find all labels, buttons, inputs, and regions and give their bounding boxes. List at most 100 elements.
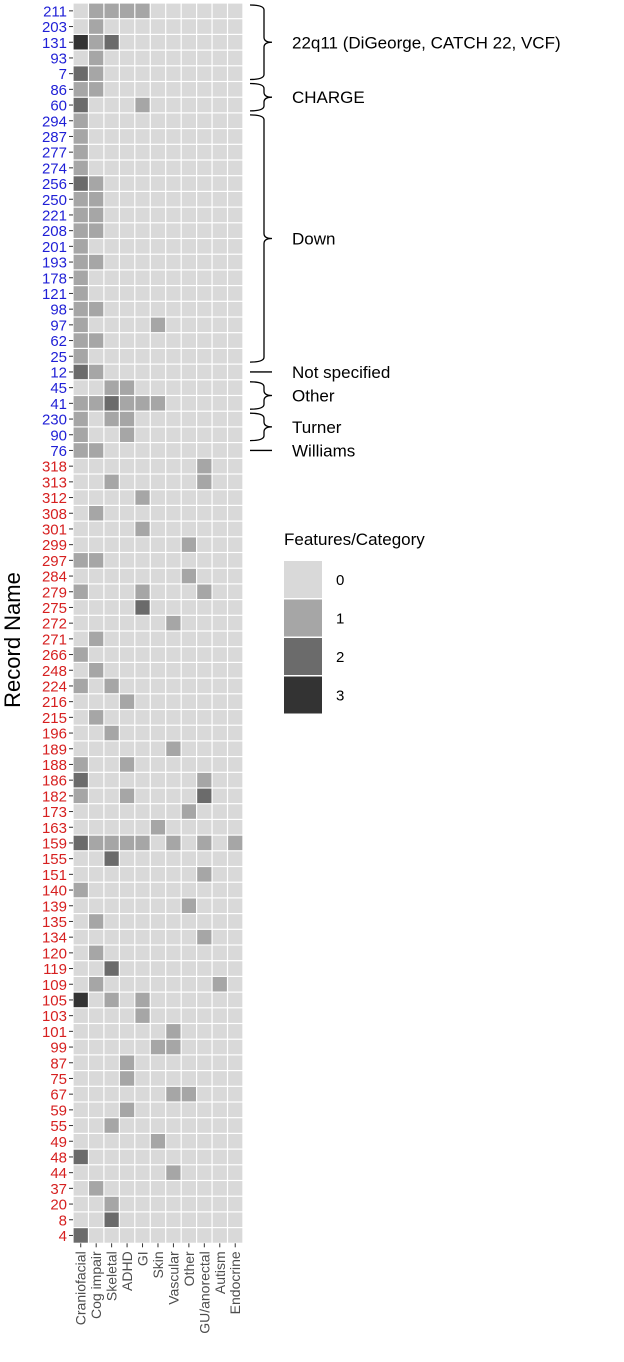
heatmap-cell xyxy=(150,490,166,505)
heatmap-cell xyxy=(166,1181,181,1196)
heatmap-cell xyxy=(181,631,196,647)
heatmap-cell xyxy=(212,66,227,81)
heatmap-cell xyxy=(119,223,135,238)
heatmap-cell xyxy=(150,333,166,348)
heatmap-cell xyxy=(212,286,227,301)
heatmap-cell xyxy=(212,160,227,176)
group-label: Down xyxy=(292,230,335,249)
heatmap-cell xyxy=(135,50,150,66)
heatmap-cell xyxy=(228,1181,243,1196)
column-label: Craniofacial xyxy=(73,1251,89,1325)
heatmap-cell xyxy=(228,97,243,113)
heatmap-cell xyxy=(73,725,88,741)
heatmap-cell xyxy=(181,725,196,741)
heatmap-cell xyxy=(212,945,227,961)
heatmap-cell xyxy=(228,961,243,976)
heatmap-cell xyxy=(150,254,166,270)
heatmap-cell xyxy=(89,757,104,772)
heatmap-cell xyxy=(104,1086,119,1102)
group-label: 22q11 (DiGeorge, CATCH 22, VCF) xyxy=(292,33,561,52)
heatmap-cell xyxy=(135,961,150,976)
heatmap-cell xyxy=(228,176,243,191)
heatmap-cell xyxy=(166,474,181,490)
heatmap-cell xyxy=(197,317,212,333)
heatmap-cell xyxy=(73,129,88,144)
heatmap-cell xyxy=(197,50,212,66)
row-label: 155 xyxy=(42,851,67,868)
heatmap-cell xyxy=(104,427,119,442)
heatmap-cell xyxy=(135,286,150,301)
heatmap-cell xyxy=(166,364,181,380)
heatmap-cell xyxy=(89,176,104,191)
heatmap-cell xyxy=(166,490,181,505)
heatmap-cell xyxy=(104,349,119,364)
heatmap-cell xyxy=(104,239,119,254)
heatmap-cell xyxy=(89,553,104,568)
row-label: 301 xyxy=(42,521,67,538)
heatmap-cell xyxy=(73,1039,88,1055)
heatmap-cell xyxy=(104,35,119,50)
row-label: 37 xyxy=(50,1181,67,1198)
heatmap-cell xyxy=(150,1228,166,1243)
heatmap-cell xyxy=(89,286,104,301)
heatmap-cell xyxy=(119,490,135,505)
heatmap-cell xyxy=(89,427,104,442)
heatmap-cell xyxy=(73,411,88,427)
group-label: Williams xyxy=(292,441,355,460)
heatmap-cell xyxy=(135,1055,150,1070)
heatmap-cell xyxy=(119,553,135,568)
heatmap-cell xyxy=(73,317,88,333)
legend-label: 0 xyxy=(336,572,344,589)
heatmap-cell xyxy=(228,160,243,176)
heatmap-cell xyxy=(166,286,181,301)
heatmap-cell xyxy=(104,537,119,552)
heatmap-cell xyxy=(197,458,212,474)
heatmap-cell xyxy=(135,1118,150,1133)
heatmap-cell xyxy=(150,364,166,380)
heatmap-cell xyxy=(212,851,227,866)
heatmap-cell xyxy=(228,788,243,804)
heatmap-cell xyxy=(135,914,150,929)
heatmap-cell xyxy=(135,1196,150,1212)
row-label: 275 xyxy=(42,600,67,617)
heatmap-cell xyxy=(135,160,150,176)
heatmap-cell xyxy=(181,553,196,568)
heatmap-cell xyxy=(135,458,150,474)
heatmap-cell xyxy=(166,835,181,851)
heatmap-cell xyxy=(166,804,181,819)
heatmap-cell xyxy=(166,113,181,128)
row-label: 109 xyxy=(42,977,67,994)
heatmap-cell xyxy=(150,631,166,647)
heatmap-cell xyxy=(135,474,150,490)
heatmap-cell xyxy=(150,1196,166,1212)
heatmap-cell xyxy=(119,1024,135,1039)
heatmap-cell xyxy=(89,977,104,992)
row-label: 4 xyxy=(59,1228,67,1245)
heatmap-cell xyxy=(197,1102,212,1118)
heatmap-cell xyxy=(181,1086,196,1102)
heatmap-cell xyxy=(228,1149,243,1165)
heatmap-cell xyxy=(89,1134,104,1149)
heatmap-cell xyxy=(119,961,135,976)
heatmap-cell xyxy=(104,160,119,176)
heatmap-cell xyxy=(73,521,88,537)
column-label: Other xyxy=(181,1251,197,1286)
heatmap-cell xyxy=(135,615,150,631)
heatmap-cell xyxy=(197,757,212,772)
heatmap-cell xyxy=(150,647,166,662)
heatmap-cell xyxy=(212,113,227,128)
heatmap-cell xyxy=(166,223,181,238)
heatmap-cell xyxy=(228,3,243,19)
row-label: 173 xyxy=(42,804,67,821)
heatmap-cell xyxy=(228,286,243,301)
heatmap-cell xyxy=(104,380,119,395)
heatmap-cell xyxy=(73,176,88,191)
heatmap-cell xyxy=(104,725,119,741)
heatmap-cell xyxy=(212,317,227,333)
heatmap-cell xyxy=(119,1181,135,1196)
heatmap-cell xyxy=(73,1196,88,1212)
heatmap-cell xyxy=(150,349,166,364)
heatmap-cell xyxy=(89,364,104,380)
heatmap-cell xyxy=(197,1181,212,1196)
heatmap-cell xyxy=(181,977,196,992)
